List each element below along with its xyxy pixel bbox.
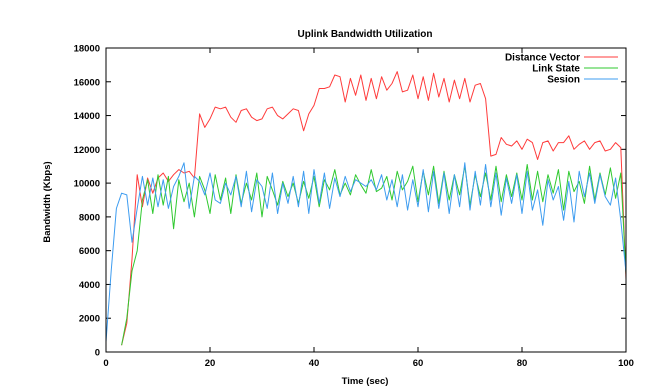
x-tick-label: 100 (618, 358, 634, 369)
y-tick-label: 4000 (79, 280, 100, 291)
x-tick-label: 80 (517, 358, 528, 369)
x-tick-label: 0 (103, 358, 108, 369)
y-tick-label: 12000 (74, 145, 100, 156)
legend-label: Link State (532, 64, 580, 75)
x-tick-label: 40 (309, 358, 320, 369)
x-tick-label: 20 (205, 358, 216, 369)
y-tick-label: 8000 (79, 212, 100, 223)
chart-title: Uplink Bandwidth Utilization (298, 29, 433, 40)
y-tick-label: 14000 (74, 111, 100, 122)
x-tick-label: 60 (413, 358, 424, 369)
y-tick-label: 16000 (74, 77, 100, 88)
x-axis-label: Time (sec) (342, 376, 389, 387)
y-axis-label: Bandwidth (Kbps) (42, 161, 53, 242)
y-tick-label: 2000 (79, 314, 100, 325)
y-tick-label: 10000 (74, 179, 100, 190)
y-tick-label: 18000 (74, 44, 100, 55)
legend-label: Sesion (547, 75, 580, 86)
legend-label: Distance Vector (505, 53, 580, 64)
y-tick-label: 6000 (79, 246, 100, 257)
y-tick-label: 0 (95, 348, 100, 359)
